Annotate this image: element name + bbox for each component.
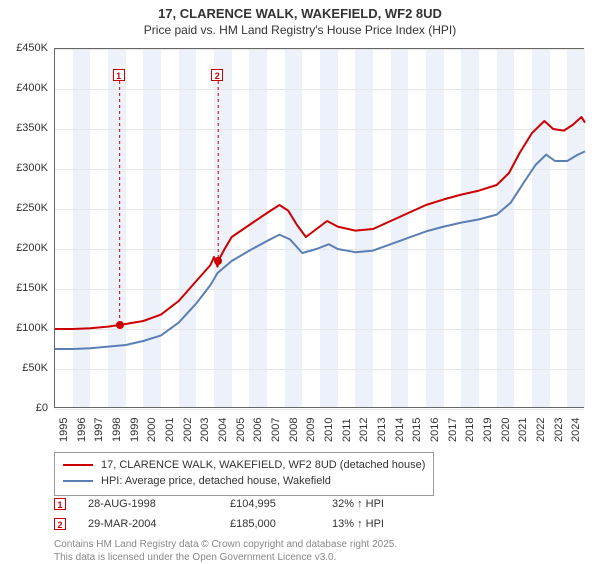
x-tick-label: 2002: [182, 418, 194, 442]
marker-dot-1: [116, 321, 124, 329]
marker-box-2: 2: [211, 69, 223, 81]
legend-label-hpi: HPI: Average price, detached house, Wake…: [101, 475, 331, 487]
legend: 17, CLARENCE WALK, WAKEFIELD, WF2 8UD (d…: [54, 452, 434, 496]
x-tick-label: 2015: [411, 418, 423, 442]
x-tick-label: 2018: [464, 418, 476, 442]
attribution-line2: This data is licensed under the Open Gov…: [54, 551, 574, 564]
y-tick-label: £400K: [0, 82, 48, 94]
legend-swatch-price-paid: [63, 464, 93, 466]
sale-row-1: 1 28-AUG-1998 £104,995 32% ↑ HPI: [54, 494, 574, 514]
sale-2-pct: 13% ↑ HPI: [332, 518, 384, 530]
attribution: Contains HM Land Registry data © Crown c…: [54, 538, 574, 564]
y-tick-label: £450K: [0, 42, 48, 54]
marker-box-1: 1: [113, 69, 125, 81]
y-tick-label: £0: [0, 402, 48, 414]
y-tick-label: £250K: [0, 202, 48, 214]
x-tick-label: 2000: [146, 418, 158, 442]
sale-row-2: 2 29-MAR-2004 £185,000 13% ↑ HPI: [54, 514, 574, 534]
x-tick-label: 2014: [394, 418, 406, 442]
x-tick-label: 2024: [570, 418, 582, 442]
title-subtitle: Price paid vs. HM Land Registry's House …: [0, 23, 600, 37]
x-tick-label: 1996: [76, 418, 88, 442]
footer-block: 1 28-AUG-1998 £104,995 32% ↑ HPI 2 29-MA…: [54, 494, 574, 564]
sale-marker-2-icon: 2: [54, 518, 66, 530]
x-tick-label: 1995: [58, 418, 70, 442]
x-tick-label: 2022: [535, 418, 547, 442]
x-tick-label: 1997: [93, 418, 105, 442]
x-tick-label: 2020: [500, 418, 512, 442]
series-line-price_paid: [55, 117, 585, 329]
chart-svg: [55, 49, 585, 409]
sale-marker-1-icon: 1: [54, 498, 66, 510]
chart-title-block: 17, CLARENCE WALK, WAKEFIELD, WF2 8UD Pr…: [0, 0, 600, 37]
x-tick-label: 2017: [447, 418, 459, 442]
y-tick-label: £150K: [0, 282, 48, 294]
series-line-hpi: [55, 151, 585, 349]
x-tick-label: 2009: [305, 418, 317, 442]
legend-row-hpi: HPI: Average price, detached house, Wake…: [63, 473, 425, 489]
x-tick-label: 2001: [164, 418, 176, 442]
x-tick-label: 2023: [553, 418, 565, 442]
x-tick-label: 2007: [270, 418, 282, 442]
x-tick-label: 2019: [482, 418, 494, 442]
title-address: 17, CLARENCE WALK, WAKEFIELD, WF2 8UD: [0, 6, 600, 21]
x-tick-label: 2008: [288, 418, 300, 442]
y-tick-label: £50K: [0, 362, 48, 374]
x-tick-label: 2021: [517, 418, 529, 442]
sale-1-pct: 32% ↑ HPI: [332, 498, 384, 510]
x-tick-label: 1998: [111, 418, 123, 442]
y-tick-label: £350K: [0, 122, 48, 134]
x-tick-label: 2012: [358, 418, 370, 442]
sale-2-date: 29-MAR-2004: [88, 518, 208, 530]
plot-area: 12: [54, 48, 584, 408]
x-tick-label: 2005: [235, 418, 247, 442]
x-tick-label: 2010: [323, 418, 335, 442]
legend-label-price-paid: 17, CLARENCE WALK, WAKEFIELD, WF2 8UD (d…: [101, 459, 425, 471]
marker-dot-2: [214, 257, 222, 265]
legend-row-price-paid: 17, CLARENCE WALK, WAKEFIELD, WF2 8UD (d…: [63, 457, 425, 473]
sale-2-price: £185,000: [230, 518, 310, 530]
sale-1-price: £104,995: [230, 498, 310, 510]
x-tick-label: 2016: [429, 418, 441, 442]
chart-area: 12 £0£50K£100K£150K£200K£250K£300K£350K£…: [54, 48, 584, 408]
x-tick-label: 2003: [199, 418, 211, 442]
x-tick-label: 2013: [376, 418, 388, 442]
y-tick-label: £100K: [0, 322, 48, 334]
x-tick-label: 2011: [341, 418, 353, 442]
y-tick-label: £300K: [0, 162, 48, 174]
x-tick-label: 1999: [129, 418, 141, 442]
sale-1-date: 28-AUG-1998: [88, 498, 208, 510]
y-tick-label: £200K: [0, 242, 48, 254]
attribution-line1: Contains HM Land Registry data © Crown c…: [54, 538, 574, 551]
x-tick-label: 2006: [252, 418, 264, 442]
legend-swatch-hpi: [63, 480, 93, 482]
x-tick-label: 2004: [217, 418, 229, 442]
